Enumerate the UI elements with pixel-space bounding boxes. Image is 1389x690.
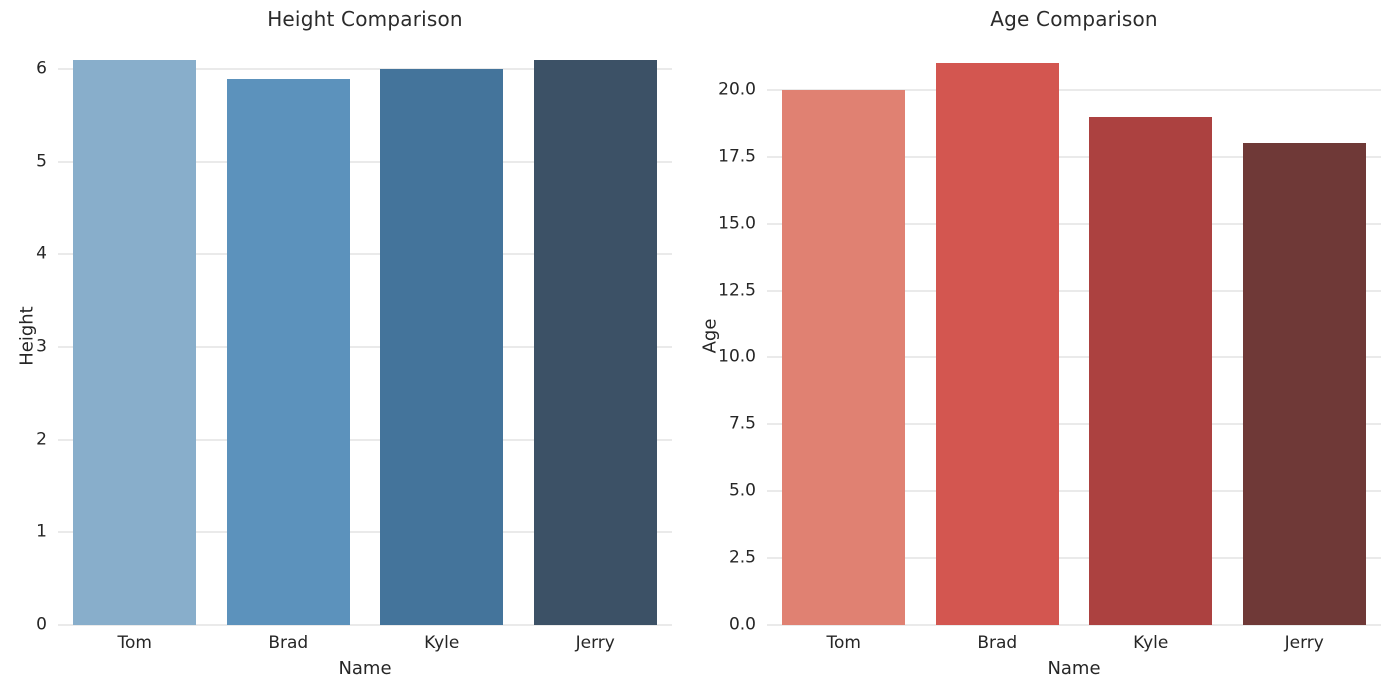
gridline [767, 423, 1381, 425]
plot-area [58, 47, 672, 626]
gridline [767, 356, 1381, 358]
y-axis-label: Height [16, 306, 38, 366]
gridline [767, 223, 1381, 225]
bar-brad [226, 78, 350, 625]
y-tick-label: 4 [36, 244, 47, 265]
gridline [767, 557, 1381, 559]
y-tick-label: 0 [36, 614, 47, 635]
gridline [767, 89, 1381, 91]
y-tick-label: 0.0 [728, 614, 756, 635]
y-tick-label: 2 [36, 429, 47, 450]
gridline [767, 490, 1381, 492]
plot-area [767, 47, 1381, 626]
y-axis-label: Age [699, 318, 721, 354]
x-axis-label: Name [1047, 658, 1101, 679]
x-tick-label: Kyle [424, 633, 460, 653]
gridline [58, 531, 672, 533]
gridline [767, 290, 1381, 291]
bar-tom [73, 59, 197, 625]
bar-brad [935, 63, 1059, 625]
bar-jerry [1242, 143, 1366, 625]
x-tick-label: Tom [117, 633, 152, 653]
bar-kyle [1089, 116, 1213, 625]
y-tick-label: 15.0 [718, 213, 756, 234]
x-tick-label: Brad [977, 633, 1018, 653]
bar-tom [782, 89, 906, 625]
y-tick-label: 5.0 [728, 480, 756, 501]
age-chart-panel: Age Comparison Age 0.0 2.5 5.0 7.5 10.0 12.5 1… [694, 0, 1389, 690]
y-tick-label: 7.5 [728, 413, 756, 434]
y-tick-label: 17.5 [718, 146, 756, 167]
x-axis-ticks: Tom Brad Kyle Jerry [58, 633, 672, 657]
x-tick-label: Jerry [1284, 633, 1324, 653]
gridline [58, 439, 672, 441]
gridline [58, 68, 672, 70]
chart-title: Height Comparison [267, 7, 463, 31]
gridline [767, 624, 1381, 626]
y-tick-label: 20.0 [718, 79, 756, 100]
y-tick-label: 12.5 [718, 280, 756, 301]
chart-title: Age Comparison [990, 7, 1158, 31]
x-axis-label: Name [338, 658, 392, 679]
gridline [767, 156, 1381, 158]
gridline [58, 161, 672, 163]
x-tick-label: Tom [826, 633, 861, 653]
gridline [58, 624, 672, 626]
y-tick-label: 5 [36, 151, 47, 172]
y-tick-label: 2.5 [728, 547, 756, 568]
y-tick-label: 1 [36, 521, 47, 542]
x-axis-ticks: Tom Brad Kyle Jerry [767, 633, 1381, 657]
bar-jerry [533, 59, 657, 625]
x-tick-label: Jerry [575, 633, 615, 653]
gridline [58, 253, 672, 255]
x-tick-label: Brad [268, 633, 309, 653]
bar-kyle [380, 69, 504, 625]
x-tick-label: Kyle [1133, 633, 1169, 653]
y-tick-label: 6 [36, 58, 47, 79]
gridline [58, 346, 672, 348]
